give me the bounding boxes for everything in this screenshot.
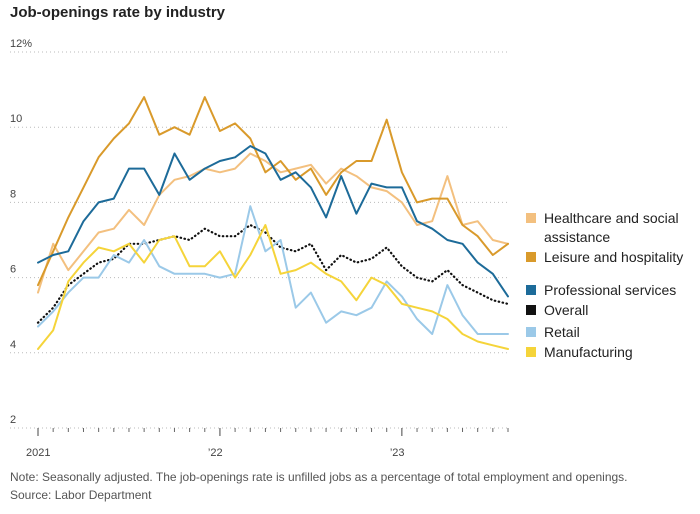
series-line-professional-services bbox=[37, 145, 509, 298]
legend-swatch bbox=[526, 347, 536, 357]
legend-label-line2: assistance bbox=[544, 229, 610, 245]
legend: Healthcare and social assistance Leisure a… bbox=[526, 210, 683, 360]
legend-label: Retail bbox=[544, 324, 580, 340]
legend-swatch bbox=[526, 213, 536, 223]
legend-label: Leisure and hospitality bbox=[544, 249, 683, 265]
y-tick-label: 2 bbox=[10, 414, 16, 426]
legend-swatch bbox=[526, 327, 536, 337]
legend-label: Manufacturing bbox=[544, 344, 633, 360]
series-line-overall bbox=[36, 223, 510, 324]
y-tick-label: 6 bbox=[10, 264, 16, 276]
series-line-leisure-and-hospitality bbox=[37, 96, 509, 287]
x-tick-label: ’22 bbox=[208, 447, 223, 459]
grid-lines bbox=[10, 51, 510, 429]
x-tick-label: ’23 bbox=[390, 447, 405, 459]
series-lines bbox=[36, 96, 510, 350]
y-tick-label: 12% bbox=[10, 38, 32, 50]
chart-source: Source: Labor Department bbox=[10, 488, 152, 502]
y-axis-ticks: 2 4 6 8 10 12% bbox=[10, 38, 32, 426]
y-tick-label: 10 bbox=[10, 113, 22, 125]
legend-swatch bbox=[526, 252, 536, 262]
legend-swatch bbox=[526, 285, 536, 295]
x-axis-ticks: 2021 ’22 ’23 bbox=[26, 428, 509, 459]
series-line-manufacturing bbox=[37, 224, 509, 350]
x-tick-label: 2021 bbox=[26, 447, 50, 459]
chart-title: Job-openings rate by industry bbox=[10, 4, 226, 21]
legend-label: Healthcare and social bbox=[544, 210, 679, 226]
y-tick-label: 8 bbox=[10, 188, 16, 200]
legend-label: Overall bbox=[544, 302, 588, 318]
chart-note: Note: Seasonally adjusted. The job-openi… bbox=[10, 470, 628, 484]
legend-label: Professional services bbox=[544, 282, 676, 298]
series-line-healthcare-and-social-assistance bbox=[37, 152, 509, 294]
series-line-retail bbox=[37, 205, 509, 335]
y-tick-label: 4 bbox=[10, 339, 16, 351]
legend-swatch bbox=[526, 305, 536, 315]
